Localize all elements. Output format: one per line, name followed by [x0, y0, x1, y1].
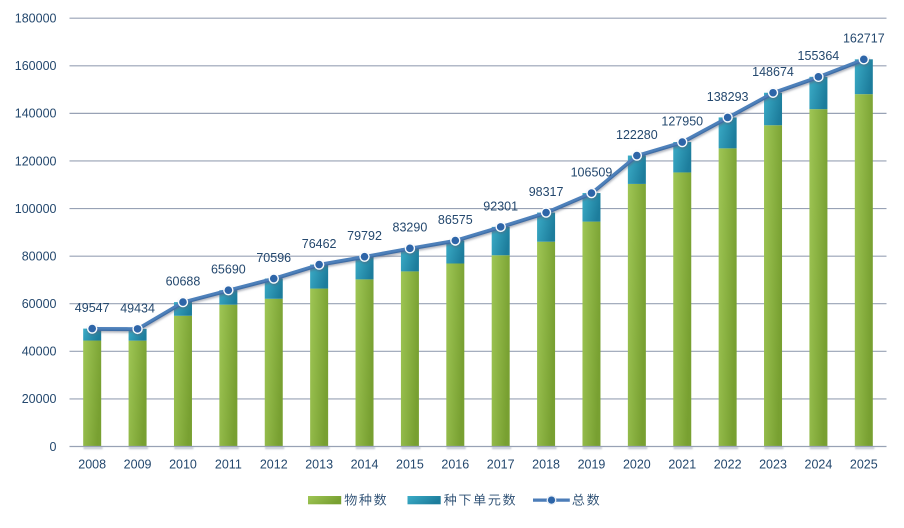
svg-text:40000: 40000 [22, 345, 57, 359]
svg-text:92301: 92301 [483, 199, 518, 213]
svg-text:2024: 2024 [805, 457, 833, 471]
svg-text:83290: 83290 [393, 221, 428, 235]
svg-text:2011: 2011 [215, 457, 242, 471]
svg-text:100000: 100000 [15, 202, 57, 216]
svg-text:80000: 80000 [22, 249, 57, 263]
svg-text:2019: 2019 [578, 457, 606, 471]
svg-text:2014: 2014 [351, 457, 379, 471]
svg-text:65690: 65690 [211, 263, 246, 277]
svg-text:0: 0 [50, 440, 57, 454]
svg-text:180000: 180000 [15, 12, 57, 26]
svg-text:2012: 2012 [260, 457, 288, 471]
svg-text:127950: 127950 [661, 114, 703, 128]
svg-text:120000: 120000 [15, 154, 57, 168]
svg-text:60000: 60000 [22, 297, 57, 311]
svg-text:98317: 98317 [529, 185, 564, 199]
svg-text:2010: 2010 [169, 457, 197, 471]
svg-text:122280: 122280 [616, 128, 658, 142]
svg-text:2022: 2022 [714, 457, 742, 471]
svg-text:2009: 2009 [124, 457, 152, 471]
svg-text:70596: 70596 [256, 251, 291, 265]
svg-text:160000: 160000 [15, 59, 57, 73]
svg-text:2008: 2008 [78, 457, 106, 471]
svg-text:79792: 79792 [347, 229, 382, 243]
svg-text:2020: 2020 [623, 457, 651, 471]
svg-text:140000: 140000 [15, 107, 57, 121]
svg-text:162717: 162717 [843, 32, 885, 46]
svg-text:76462: 76462 [302, 237, 337, 251]
svg-text:155364: 155364 [798, 49, 840, 63]
svg-text:2021: 2021 [668, 457, 696, 471]
svg-text:2013: 2013 [305, 457, 333, 471]
svg-text:2015: 2015 [396, 457, 424, 471]
svg-text:2025: 2025 [850, 457, 878, 471]
svg-text:106509: 106509 [571, 165, 613, 179]
svg-text:138293: 138293 [707, 90, 749, 104]
svg-text:148674: 148674 [752, 65, 794, 79]
svg-text:20000: 20000 [22, 392, 57, 406]
svg-text:49434: 49434 [120, 301, 155, 315]
svg-text:86575: 86575 [438, 213, 473, 227]
svg-text:2017: 2017 [487, 457, 515, 471]
svg-text:2016: 2016 [441, 457, 469, 471]
svg-text:2018: 2018 [532, 457, 560, 471]
svg-text:49547: 49547 [75, 301, 110, 315]
svg-text:60688: 60688 [166, 275, 201, 289]
svg-text:2023: 2023 [759, 457, 787, 471]
